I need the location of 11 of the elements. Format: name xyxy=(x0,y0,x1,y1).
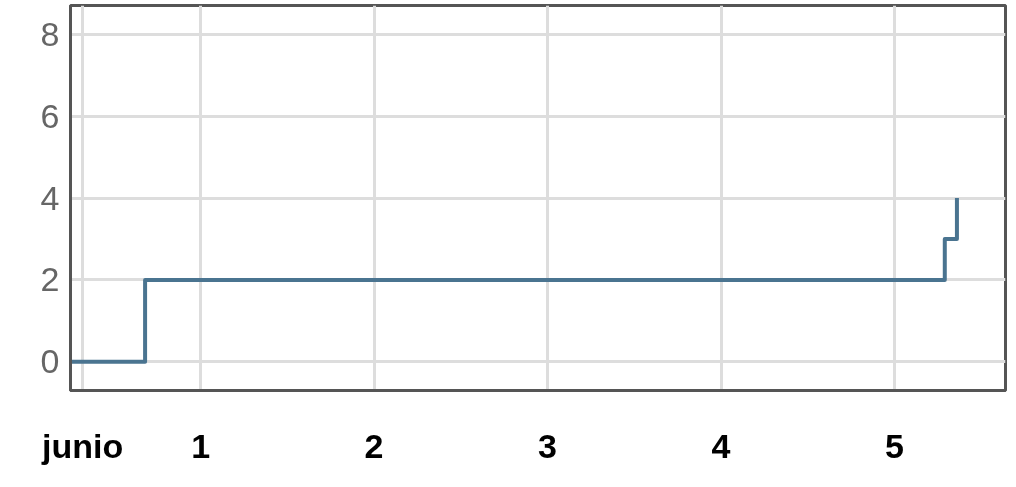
x-tick-label: junio xyxy=(41,426,124,465)
x-tick-label: 1 xyxy=(191,426,211,465)
x-tick-label: 4 xyxy=(711,426,731,465)
y-tick-label: 0 xyxy=(40,342,60,381)
x-tick-label: 2 xyxy=(364,426,384,465)
x-tick-label: 5 xyxy=(885,426,904,465)
y-tick-label: 8 xyxy=(40,14,60,53)
y-tick-label: 4 xyxy=(40,178,60,217)
x-tick-label: 3 xyxy=(538,426,558,465)
y-tick-label: 2 xyxy=(40,260,60,299)
y-tick-label: 6 xyxy=(40,96,60,135)
